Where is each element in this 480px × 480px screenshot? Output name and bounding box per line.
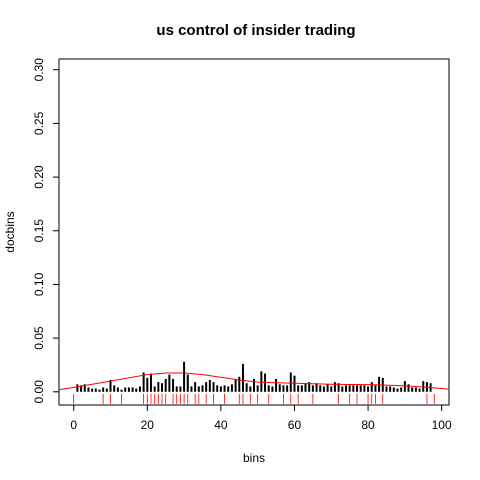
y-tick-label: 0.05 xyxy=(32,326,46,350)
x-tick-label: 80 xyxy=(361,418,375,432)
x-tick-label: 20 xyxy=(141,418,155,432)
x-tick-label: 100 xyxy=(432,418,452,432)
plot-frame xyxy=(58,58,450,406)
x-tick-label: 40 xyxy=(214,418,228,432)
y-tick-label: 0.30 xyxy=(32,58,46,82)
x-tick-label: 0 xyxy=(70,418,77,432)
x-tick-label: 60 xyxy=(288,418,302,432)
y-tick-label: 0.25 xyxy=(32,111,46,135)
density-curve xyxy=(58,372,450,391)
y-axis-label: docbins xyxy=(3,211,17,252)
y-tick-label: 0.20 xyxy=(32,165,46,189)
y-tick-label: 0.00 xyxy=(32,380,46,404)
x-axis-label: bins xyxy=(243,451,265,465)
y-axis: 0.00 0.05 0.10 0.15 0.20 0.25 0.30 xyxy=(32,58,59,404)
x-axis: 0 20 40 60 80 100 xyxy=(70,405,452,432)
plot-area xyxy=(58,58,450,406)
chart-title: us control of insider trading xyxy=(156,22,355,39)
y-tick-label: 0.10 xyxy=(32,272,46,296)
y-tick-label: 0.15 xyxy=(32,219,46,243)
